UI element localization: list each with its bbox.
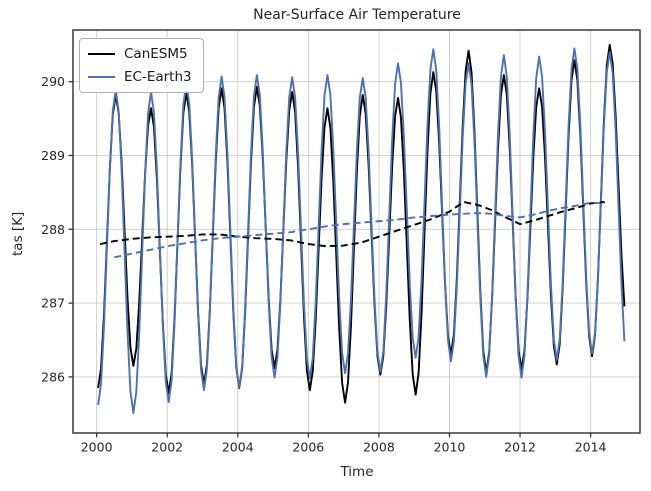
legend: CanESM5 EC-Earth3	[79, 38, 204, 93]
legend-line-sample-ecearth3	[88, 76, 115, 78]
y-tick-label: 288	[41, 222, 65, 237]
legend-label-ecearth3: EC-Earth3	[124, 69, 192, 85]
legend-label-canesm5: CanESM5	[124, 46, 188, 62]
legend-item-canesm5: CanESM5	[88, 44, 192, 64]
x-axis-label: Time	[340, 464, 374, 480]
x-tick-label: 2012	[504, 440, 536, 455]
ec-earth3-annual-rolling-mean-line	[114, 201, 605, 259]
y-axis-label: tas [K]	[10, 211, 26, 256]
legend-line-sample-canesm5	[88, 53, 115, 55]
x-tick-label: 2000	[81, 440, 113, 455]
y-tick-label: 289	[41, 148, 65, 163]
canesm5-series-line	[97, 43, 626, 404]
x-tick-label: 2002	[151, 440, 183, 455]
axes-spines	[72, 29, 641, 434]
x-tick-label: 2004	[222, 440, 254, 455]
y-tick-label: 290	[41, 74, 65, 89]
legend-item-ecearth3: EC-Earth3	[88, 67, 192, 87]
x-tick-label: 2010	[434, 440, 466, 455]
canesm5-annual-rolling-mean-line	[99, 201, 605, 248]
x-tick-label: 2006	[292, 440, 324, 455]
y-tick-label: 287	[41, 296, 65, 311]
x-tick-label: 2014	[575, 440, 607, 455]
x-tick-label: 2008	[363, 440, 395, 455]
chart-title: Near-Surface Air Temperature	[253, 7, 461, 23]
y-tick-label: 286	[41, 369, 65, 384]
